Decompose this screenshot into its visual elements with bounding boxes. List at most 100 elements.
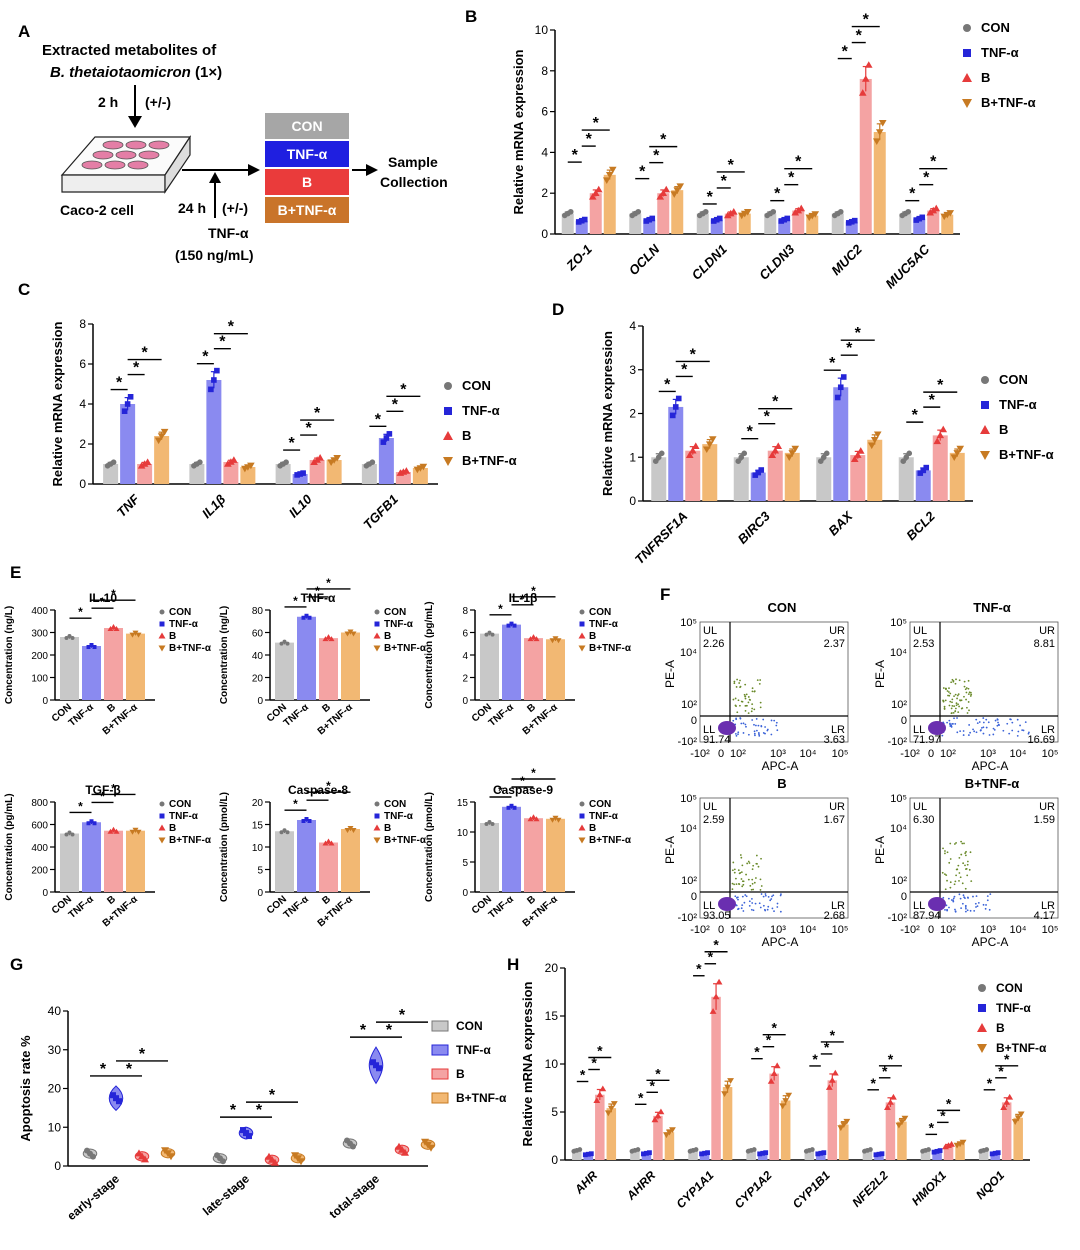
flow-btnf-event-blue (947, 897, 950, 900)
panel-d-point (920, 467, 927, 474)
panel-e4-point (113, 828, 120, 834)
panel-b-point (784, 215, 791, 222)
panel-b-bar-B (589, 193, 602, 234)
well-plate-icon (60, 134, 192, 194)
panel-e6-bar (502, 806, 521, 892)
panel-e4-legend-label: B (169, 823, 176, 834)
panel-h-point (763, 1150, 769, 1156)
flow-btnf-event-blue (952, 899, 955, 902)
panel-b-point (710, 218, 717, 224)
panel-e2-bar (341, 632, 360, 700)
panel-e4-sig-star: * (100, 789, 105, 803)
panel-e4-legend-marker (158, 837, 166, 844)
svg-text:TNF-α: TNF-α (287, 146, 328, 162)
panel-e4-legend-label: CON (169, 799, 191, 810)
flow-btnf-event-green (955, 841, 957, 844)
panel-b-point (848, 218, 855, 225)
panel-d-sig-star: * (764, 409, 771, 426)
panel-e1-point (132, 630, 139, 636)
panel-h-sig-star: * (754, 1044, 760, 1060)
flow-b-ytick-label: 10⁵ (680, 793, 697, 805)
flow-b-event-green (735, 883, 738, 886)
panel-h-bar-B (943, 1145, 954, 1160)
panel-c-bar-CON (275, 464, 291, 484)
flow-tnf-event-blue (1021, 729, 1024, 731)
panel-g-point (141, 1155, 149, 1163)
flow-b-x-axis-label: APC-A (762, 935, 799, 949)
flow-btnf-ur-value: 1.59 (1034, 814, 1055, 826)
panel-e6-ytick-label: 10 (457, 828, 469, 839)
flow-btnf-event-blue (989, 893, 992, 896)
panel-f-flow: CONUL2.26UR2.37LL91.74LR3.6310⁵10⁴10²0-1… (663, 600, 1059, 949)
flow-b-event-green (752, 864, 755, 867)
flow-btnf-lr-value: 4.17 (1034, 910, 1055, 922)
flow-tnf-event-green (965, 687, 968, 689)
panel-d-point (658, 450, 665, 457)
flow-tnf-event-green (963, 680, 966, 683)
panel-label-b: B (465, 7, 477, 26)
flow-tnf-event-green (958, 679, 961, 682)
flow-con-event-green (759, 706, 762, 709)
panel-h-bar-B+TNF-α (780, 1100, 791, 1160)
panel-e5-legend-label: B (384, 823, 391, 834)
flow-b-event-blue (758, 902, 761, 905)
panel-e6-sig-star: * (531, 766, 536, 780)
panel-e3-legend-marker (579, 609, 585, 615)
panel-e3-legend-label: TNF-α (589, 619, 619, 630)
group-box-tnf: TNF-α (265, 141, 349, 167)
flow-tnf-event-green (968, 709, 970, 712)
panel-b-point (575, 219, 582, 225)
panel-e6-point (549, 817, 556, 823)
schematic-sample: Sample (388, 154, 438, 170)
panel-h-point (699, 1151, 704, 1157)
panel-e3-category-label: B (525, 702, 538, 715)
panel-e4-category-label: B (105, 894, 118, 907)
flow-tnf-event-blue (1028, 731, 1030, 734)
panel-e6-category-label: TNF-α (487, 893, 517, 921)
panel-h-category-label: CYP1A2 (732, 1168, 775, 1211)
flow-btnf-event-green (949, 858, 952, 860)
flow-con-event-green (751, 690, 754, 693)
flow-con-event-blue (742, 722, 745, 725)
flow-b-lr-label: LR (831, 900, 845, 912)
panel-h-bar-B+TNF-α (664, 1132, 675, 1160)
panel-h-sig-star: * (888, 1051, 894, 1067)
panel-g-chart: 0 10 20 30 40 Apoptosis rate % early-stage * * * l… (18, 1004, 507, 1223)
flow-b-event-blue (752, 909, 755, 912)
panel-h-point (895, 1122, 903, 1129)
panel-h-point (901, 1115, 909, 1122)
panel-d-bar-B+TNF-α (784, 452, 800, 501)
panel-e6-point (506, 805, 511, 810)
panel-c-point (124, 401, 131, 407)
flow-btnf-xtick-label: 10⁴ (1010, 924, 1027, 936)
panel-e5-point (350, 828, 357, 833)
panel-b-ytick-label: 0 (541, 227, 548, 241)
panel-h-point (596, 1091, 604, 1098)
panel-h-point (821, 1150, 827, 1156)
panel-h-bar-B+TNF-α (839, 1124, 849, 1160)
flow-tnf-event-green (954, 710, 957, 712)
panel-b-point (845, 220, 852, 226)
panel-e5-ytick-label: 15 (252, 821, 264, 832)
panel-h-category-label: CYP1A1 (674, 1168, 717, 1211)
flow-tnf-event-blue (979, 729, 982, 732)
flow-btnf-event-green (943, 873, 946, 876)
flow-con-event-green (751, 687, 754, 690)
panel-e4-legend-label: TNF-α (169, 811, 199, 822)
flow-b-frame (699, 797, 849, 919)
flow-con-ul-label: UL (703, 625, 717, 637)
panel-c-point (333, 455, 341, 462)
panel-h-sig-star: * (987, 1075, 993, 1091)
flow-con-ll-value: 91.74 (703, 734, 731, 746)
flow-tnf-event-green (954, 682, 957, 685)
flow-b-xtick-label: 10⁴ (800, 924, 817, 936)
panel-h-legend-label: B (996, 1021, 1005, 1035)
panel-h-point (760, 1150, 766, 1156)
panel-e5-legend-label: TNF-α (384, 811, 414, 822)
svg-text:B. thetaiotaomicron (1×): B. thetaiotaomicron (1×) (50, 64, 222, 81)
panel-d-point (741, 450, 748, 457)
flow-b-ul-label: UL (703, 801, 717, 813)
panel-d-point (771, 446, 780, 454)
flow-tnf-event-cluster (928, 721, 946, 735)
panel-b-sig-star: * (728, 157, 735, 174)
